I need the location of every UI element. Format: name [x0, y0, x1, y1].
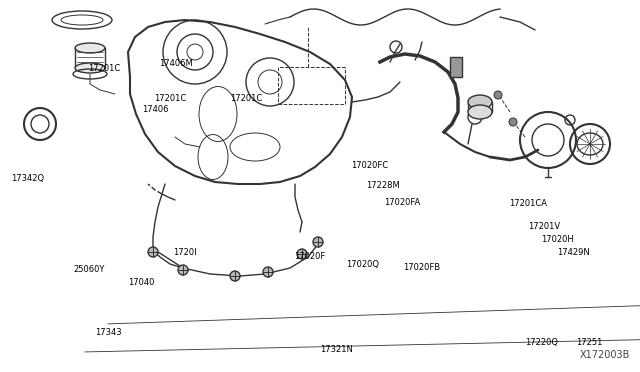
Circle shape [263, 267, 273, 277]
Circle shape [509, 118, 517, 126]
Text: 17020FB: 17020FB [403, 263, 440, 272]
Text: 17429N: 17429N [557, 248, 589, 257]
Text: 17020F: 17020F [294, 252, 326, 261]
Text: 25060Y: 25060Y [74, 265, 105, 274]
Ellipse shape [75, 43, 105, 53]
Text: 17321N: 17321N [320, 345, 353, 354]
Circle shape [297, 249, 307, 259]
Circle shape [31, 115, 49, 133]
Text: X172003B: X172003B [580, 350, 630, 360]
Text: 17201C: 17201C [88, 64, 120, 73]
Text: 17228M: 17228M [366, 182, 400, 190]
Text: 17201C: 17201C [154, 94, 186, 103]
Text: 17343: 17343 [95, 328, 122, 337]
Text: 17040: 17040 [128, 278, 154, 287]
Text: 17020H: 17020H [541, 235, 573, 244]
Text: 17220Q: 17220Q [525, 338, 558, 347]
Circle shape [494, 91, 502, 99]
Text: 17201CA: 17201CA [509, 199, 547, 208]
Ellipse shape [468, 105, 492, 119]
Text: 17251: 17251 [576, 338, 602, 347]
Text: 17020FA: 17020FA [384, 198, 420, 207]
Text: 17020Q: 17020Q [346, 260, 379, 269]
Text: 17406M: 17406M [159, 59, 193, 68]
Text: 17201V: 17201V [528, 222, 560, 231]
Ellipse shape [468, 95, 492, 109]
Text: 17020FC: 17020FC [351, 161, 388, 170]
Text: 17201C: 17201C [230, 94, 262, 103]
Ellipse shape [52, 11, 112, 29]
Circle shape [313, 237, 323, 247]
Circle shape [148, 247, 158, 257]
Circle shape [178, 265, 188, 275]
Text: 17342Q: 17342Q [12, 174, 45, 183]
Ellipse shape [75, 63, 105, 73]
Text: 1720I: 1720I [173, 248, 196, 257]
FancyBboxPatch shape [450, 57, 462, 77]
Circle shape [230, 271, 240, 281]
Text: 17406: 17406 [142, 105, 168, 114]
